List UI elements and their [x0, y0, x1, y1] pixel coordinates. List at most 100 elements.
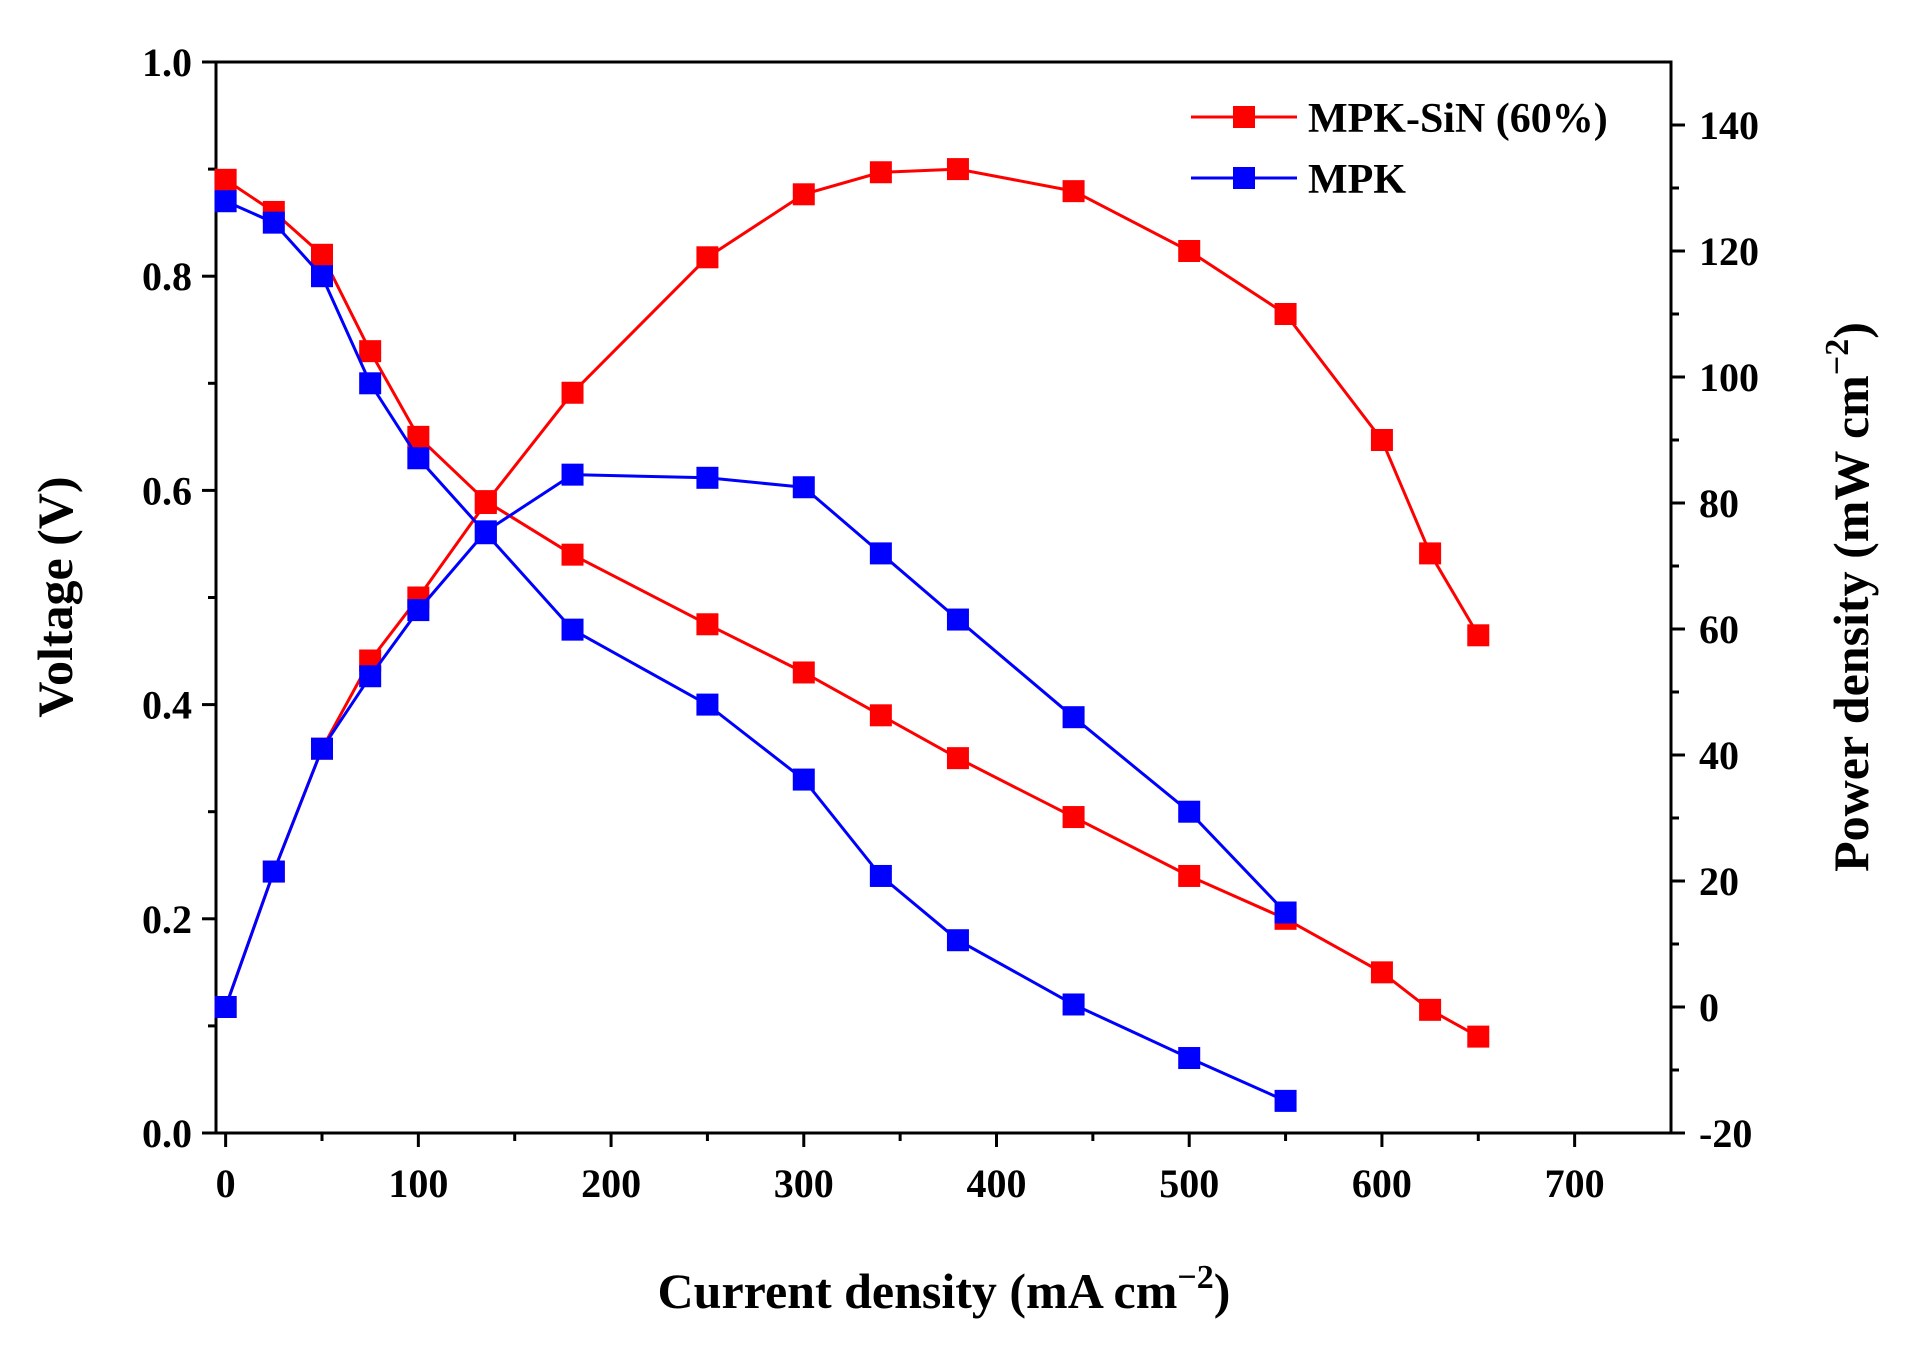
y-right-tick-label: 0: [1699, 985, 1719, 1030]
point-mpk-voltage: [869, 864, 892, 887]
series-mpk-power: [214, 463, 1297, 1018]
series-mpk-sin-power: [214, 158, 1490, 1018]
legend-label: MPK-SiN (60%): [1308, 96, 1608, 142]
point-mpk-sin-power: [946, 158, 969, 181]
legend-label: MPK: [1308, 157, 1406, 203]
y-left-tick-label: 0.4: [142, 683, 192, 728]
y-right-tick-label: 100: [1699, 355, 1759, 400]
y-right-tick-label: 40: [1699, 733, 1739, 778]
point-mpk-sin-power: [1178, 240, 1201, 262]
point-mpk-sin-power: [1274, 303, 1297, 325]
point-mpk-sin-voltage: [696, 613, 719, 636]
series-mpk-voltage: [214, 190, 1297, 1112]
point-mpk-voltage: [359, 372, 382, 395]
x-tick-label: 700: [1545, 1161, 1605, 1206]
y-right-axis-title-close: ): [1823, 322, 1879, 339]
point-mpk-power: [792, 476, 815, 499]
y-right-tick-label: 140: [1699, 103, 1759, 148]
point-mpk-voltage: [310, 265, 333, 288]
point-mpk-sin-voltage: [214, 168, 237, 191]
y-right-tick-label: -20: [1699, 1111, 1752, 1156]
point-mpk-power: [262, 860, 285, 883]
point-mpk-power: [407, 599, 430, 622]
y-left-tick-label: 0.0: [142, 1111, 192, 1156]
point-mpk-sin-voltage: [869, 704, 892, 727]
y-right-axis-title: Power density (mW cm−2): [1819, 322, 1879, 872]
point-mpk-sin-power: [792, 183, 815, 206]
point-mpk-voltage: [407, 447, 430, 470]
series-mpk-sin-voltage: [214, 168, 1490, 1048]
y-left-tick-label: 1.0: [142, 40, 192, 85]
point-mpk-sin-voltage: [792, 661, 815, 684]
point-mpk-sin-voltage: [946, 747, 969, 770]
y-right-tick-label: 120: [1699, 229, 1759, 274]
point-mpk-power: [869, 542, 892, 565]
x-tick-label: 100: [388, 1161, 448, 1206]
point-mpk-power: [214, 996, 237, 1018]
point-mpk-sin-voltage: [407, 425, 430, 448]
point-mpk-power: [1274, 901, 1297, 924]
y-left-tick-label: 0.8: [142, 254, 192, 299]
point-mpk-voltage: [792, 768, 815, 791]
point-mpk-sin-power: [1467, 624, 1490, 647]
x-tick-label: 600: [1352, 1161, 1412, 1206]
point-mpk-sin-voltage: [1467, 1025, 1490, 1048]
y-right-tick-label: 60: [1699, 607, 1739, 652]
line-mpk-voltage: [224, 199, 1287, 1103]
point-mpk-power: [359, 665, 382, 688]
point-mpk-sin-voltage: [1062, 806, 1085, 829]
y-right-tick-label: 20: [1699, 859, 1739, 904]
point-mpk-sin-voltage: [1370, 961, 1393, 984]
legend-item: MPK: [1191, 157, 1406, 203]
point-mpk-sin-power: [561, 381, 584, 404]
point-mpk-power: [1062, 706, 1085, 729]
y-left-tick-label: 0.6: [142, 468, 192, 513]
y-right-tick-label: 80: [1699, 481, 1739, 526]
point-mpk-voltage: [1274, 1089, 1297, 1112]
x-tick-label: 0: [216, 1161, 236, 1206]
y-right-axis-title-text: Power density (mW cm: [1823, 375, 1879, 872]
point-mpk-power: [946, 608, 969, 631]
x-axis-title-superscript: −2: [1177, 1259, 1213, 1296]
y-left-tick-label: 0.2: [142, 897, 192, 942]
legend: MPK-SiN (60%) MPK: [1191, 96, 1608, 203]
x-tick-label: 200: [581, 1161, 641, 1206]
series-layer: [214, 158, 1490, 1112]
point-mpk-voltage: [696, 693, 719, 716]
point-mpk-voltage: [946, 929, 969, 952]
line-mpk-power: [224, 473, 1287, 1008]
legend-marker: [1233, 106, 1255, 128]
y-left-axis-title: Voltage (V): [27, 476, 83, 717]
x-tick-label: 300: [774, 1161, 834, 1206]
legend-marker: [1233, 167, 1255, 189]
x-tick-label: 500: [1159, 1161, 1219, 1206]
x-axis-title: Current density (mA cm−2): [658, 1259, 1231, 1319]
point-mpk-sin-power: [1419, 542, 1442, 565]
point-mpk-power: [474, 520, 497, 543]
point-mpk-voltage: [1178, 1047, 1201, 1070]
point-mpk-voltage: [1062, 993, 1085, 1016]
point-mpk-sin-voltage: [1178, 864, 1201, 887]
point-mpk-sin-power: [1062, 180, 1085, 203]
point-mpk-sin-voltage: [561, 543, 584, 566]
point-mpk-sin-power: [696, 246, 719, 269]
point-mpk-sin-voltage: [1419, 998, 1442, 1021]
point-mpk-sin-voltage: [310, 243, 333, 266]
point-mpk-power: [561, 463, 584, 486]
ticks: 0 100 200 300 400 500 600 7000.00.20.40.60.81.0…: [142, 40, 1759, 1206]
point-mpk-sin-power: [869, 161, 892, 184]
point-mpk-sin-voltage: [359, 340, 382, 363]
plot-frame: [214, 60, 1673, 1135]
point-mpk-power: [696, 466, 719, 489]
point-mpk-power: [1178, 800, 1201, 823]
point-mpk-voltage: [561, 618, 584, 641]
x-tick-label: 400: [966, 1161, 1026, 1206]
point-mpk-sin-power: [474, 492, 497, 514]
y-right-axis-title-superscript: −2: [1819, 339, 1856, 375]
point-mpk-voltage: [214, 190, 237, 213]
x-axis-title-text: Current density (mA cm: [658, 1263, 1178, 1319]
point-mpk-power: [310, 737, 333, 760]
legend-item: MPK-SiN (60%): [1191, 96, 1608, 142]
x-axis-title-close: ): [1214, 1263, 1231, 1319]
